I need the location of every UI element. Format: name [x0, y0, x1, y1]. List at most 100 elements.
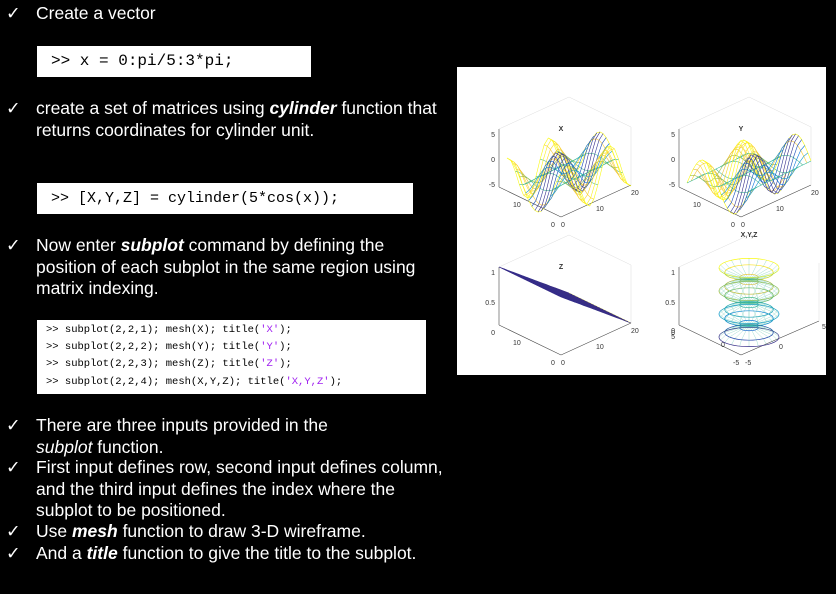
y-tick-label: 10: [776, 206, 784, 213]
bullet-text-segment: Now enter: [36, 235, 121, 255]
x-tick-label: 0: [721, 342, 725, 349]
code-vector-text: >> x = 0:pi/5:3*pi;: [51, 52, 234, 70]
mesh-line: [568, 145, 632, 207]
bullet-text: create a set of matrices using cylinder …: [36, 98, 446, 141]
code-cylinder: >> [X,Y,Z] = cylinder(5*cos(x));: [37, 183, 413, 214]
x-tick-label: -5: [733, 360, 739, 367]
bullet-text-segment: create a set of matrices using: [36, 98, 270, 118]
bullet-text-segment: subplot: [120, 235, 184, 255]
code-text: );: [279, 358, 292, 371]
code-line: >> subplot(2,2,2); mesh(Y); title('Y');: [46, 339, 426, 356]
mesh-line: [523, 158, 586, 204]
mesh-line: [705, 141, 768, 200]
y-tick-label: 10: [596, 344, 604, 351]
bullet-item: ✓ There are three inputs provided in the …: [6, 415, 381, 458]
z-tick-label: 0.5: [665, 300, 675, 307]
bullet-text: Use mesh function to draw 3-D wireframe.: [36, 521, 446, 543]
grid-line: [678, 96, 750, 130]
x-axis-line: [678, 324, 742, 356]
bullet-text-segment: subplot: [36, 436, 93, 457]
y-axis-line: [560, 184, 632, 218]
mesh-line: [720, 270, 778, 335]
code-vector: >> x = 0:pi/5:3*pi;: [37, 46, 311, 77]
bullet-text-segment: First input defines row, second input de…: [36, 457, 443, 520]
subplot-title: Z: [559, 264, 564, 271]
mesh-line: [547, 143, 610, 204]
y-tick-label: 0: [561, 360, 565, 367]
mesh-line: [564, 138, 628, 184]
mesh-line: [537, 131, 601, 213]
x-tick-label: 10: [693, 202, 701, 209]
x-tick-label: 0: [551, 360, 555, 367]
code-text: >> subplot(2,2,4); mesh(X,Y,Z); title(: [46, 375, 286, 388]
mesh-line: [739, 139, 802, 211]
mesh-line: [745, 152, 809, 199]
subplot-title: X: [559, 126, 564, 133]
mesh-line: [686, 152, 750, 184]
grid-line: [498, 96, 570, 130]
z-tick-label: -5: [489, 182, 495, 189]
checkmark-icon: ✓: [6, 415, 21, 435]
mesh-line: [560, 296, 632, 324]
mesh-line: [730, 134, 793, 213]
code-string: 'X,Y,Z': [285, 375, 330, 388]
z-tick-label: 0: [671, 328, 675, 335]
y-tick-label: 20: [811, 190, 819, 197]
mesh-line: [552, 140, 615, 186]
checkmark-icon: ✓: [6, 98, 21, 118]
grid-line: [678, 234, 750, 268]
z-tick-label: 0: [671, 157, 675, 164]
z-tick-label: 0: [671, 330, 675, 337]
mesh-line: [525, 147, 588, 194]
code-line: >> subplot(2,2,1); mesh(X); title('X');: [46, 322, 426, 339]
z-tick-label: 0.5: [485, 300, 495, 307]
bullet-text-segment: function that returns coordinates for cy…: [36, 98, 437, 140]
mesh-line: [559, 154, 622, 195]
mesh-line: [733, 133, 796, 215]
bullet-item: ✓ And a title function to give the title …: [6, 543, 421, 565]
z-tick-label: 1: [671, 270, 675, 277]
code-text: );: [329, 375, 343, 388]
bullet-text: Create a vector: [36, 3, 416, 25]
code-text: >> subplot(2,2,2); mesh(Y); title(: [46, 341, 261, 354]
mesh-line: [736, 135, 799, 214]
code-line: >> subplot(2,2,4); mesh(X,Y,Z); title('X…: [46, 374, 426, 391]
y-axis-line: [560, 322, 632, 356]
bullet-item: ✓ Now enter subplot command by defining t…: [6, 235, 446, 300]
mesh-line: [519, 155, 582, 184]
x-axis-line: [498, 324, 562, 356]
bullet-text-segment: Create a vector: [36, 3, 156, 23]
mesh-line: [550, 150, 613, 197]
mesh-line: [693, 148, 756, 189]
y-tick-label: 0: [561, 222, 565, 229]
grid-line: [748, 96, 812, 128]
code-cylinder-text: >> [X,Y,Z] = cylinder(5*cos(x));: [51, 190, 340, 207]
y-tick-label: 20: [631, 328, 639, 335]
bullet-text: There are three inputs provided in the s…: [36, 415, 381, 458]
bullet-text-segment: And a: [36, 543, 87, 563]
y-axis-line: [740, 184, 812, 218]
y-axis-line: [740, 320, 820, 356]
code-string: 'Z': [260, 358, 280, 371]
bullet-item: ✓ First input defines row, second input d…: [6, 457, 446, 522]
code-string: 'X': [260, 324, 280, 336]
bullet-text-segment: function to draw 3-D wireframe.: [117, 521, 366, 541]
mesh-line: [717, 156, 781, 188]
bullet-text-segment: mesh: [71, 521, 118, 541]
bullet-item: ✓ create a set of matrices using cylinder…: [6, 98, 446, 141]
x-axis-line: [498, 186, 562, 218]
x-tick-label: 10: [513, 202, 521, 209]
bullet-text-segment: function to give the title to the subplo…: [117, 543, 417, 563]
x-tick-label: 0: [551, 222, 555, 229]
checkmark-icon: ✓: [6, 457, 21, 477]
y-tick-label: 20: [631, 190, 639, 197]
checkmark-icon: ✓: [6, 235, 21, 255]
y-tick-label: 0: [779, 344, 783, 351]
mesh-line: [720, 149, 784, 196]
bullet-text: First input defines row, second input de…: [36, 457, 446, 522]
bullet-item: ✓ Create a vector: [6, 3, 416, 25]
mesh-line: [714, 157, 777, 186]
bullet-text-segment: command by defining the position of each…: [36, 235, 416, 298]
checkmark-icon: ✓: [6, 543, 21, 563]
